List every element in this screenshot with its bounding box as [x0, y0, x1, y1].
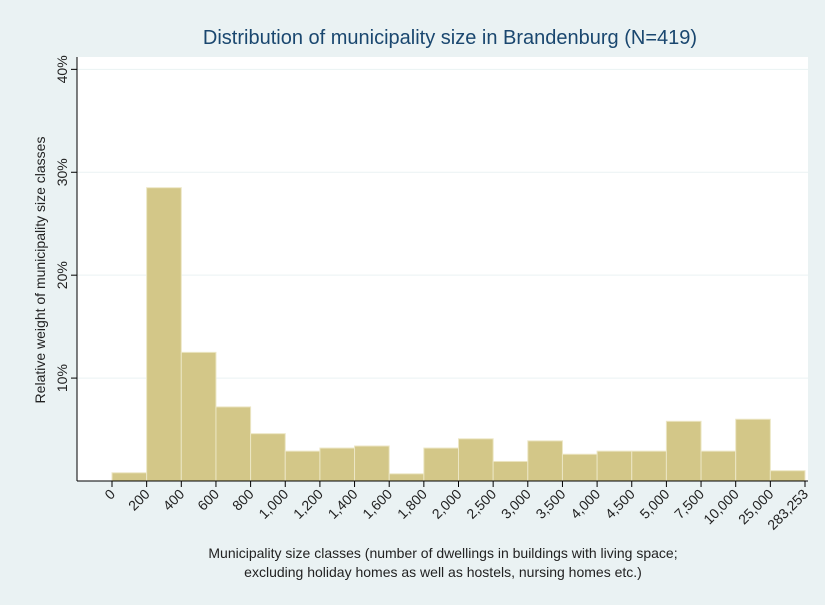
bar	[284, 450, 321, 482]
x-axis-title: Municipality size classes (number of dwe…	[208, 545, 677, 561]
y-tick-label: 10%	[54, 364, 70, 392]
bar	[665, 420, 702, 482]
y-tick-label: 30%	[54, 158, 70, 186]
bar	[631, 450, 667, 482]
bar	[769, 470, 806, 482]
bar	[354, 445, 390, 482]
chart-title: Distribution of municipality size in Bra…	[203, 27, 697, 49]
bar	[492, 460, 529, 482]
bar	[215, 406, 252, 482]
bar	[527, 440, 563, 482]
bar	[596, 450, 633, 482]
bar	[111, 472, 148, 482]
bar	[700, 450, 737, 482]
bar	[319, 447, 356, 482]
bar	[180, 351, 217, 482]
y-tick-label: 40%	[54, 55, 70, 83]
bar	[458, 438, 494, 482]
x-axis-title: excluding holiday homes as well as hoste…	[244, 564, 642, 580]
bar	[735, 418, 771, 482]
bar	[423, 447, 460, 482]
y-axis-title: Relative weight of municipality size cla…	[32, 137, 48, 404]
bar	[146, 187, 182, 482]
y-tick-label: 20%	[54, 261, 70, 289]
bar	[250, 433, 286, 482]
bar	[388, 473, 425, 482]
bar	[561, 453, 598, 482]
